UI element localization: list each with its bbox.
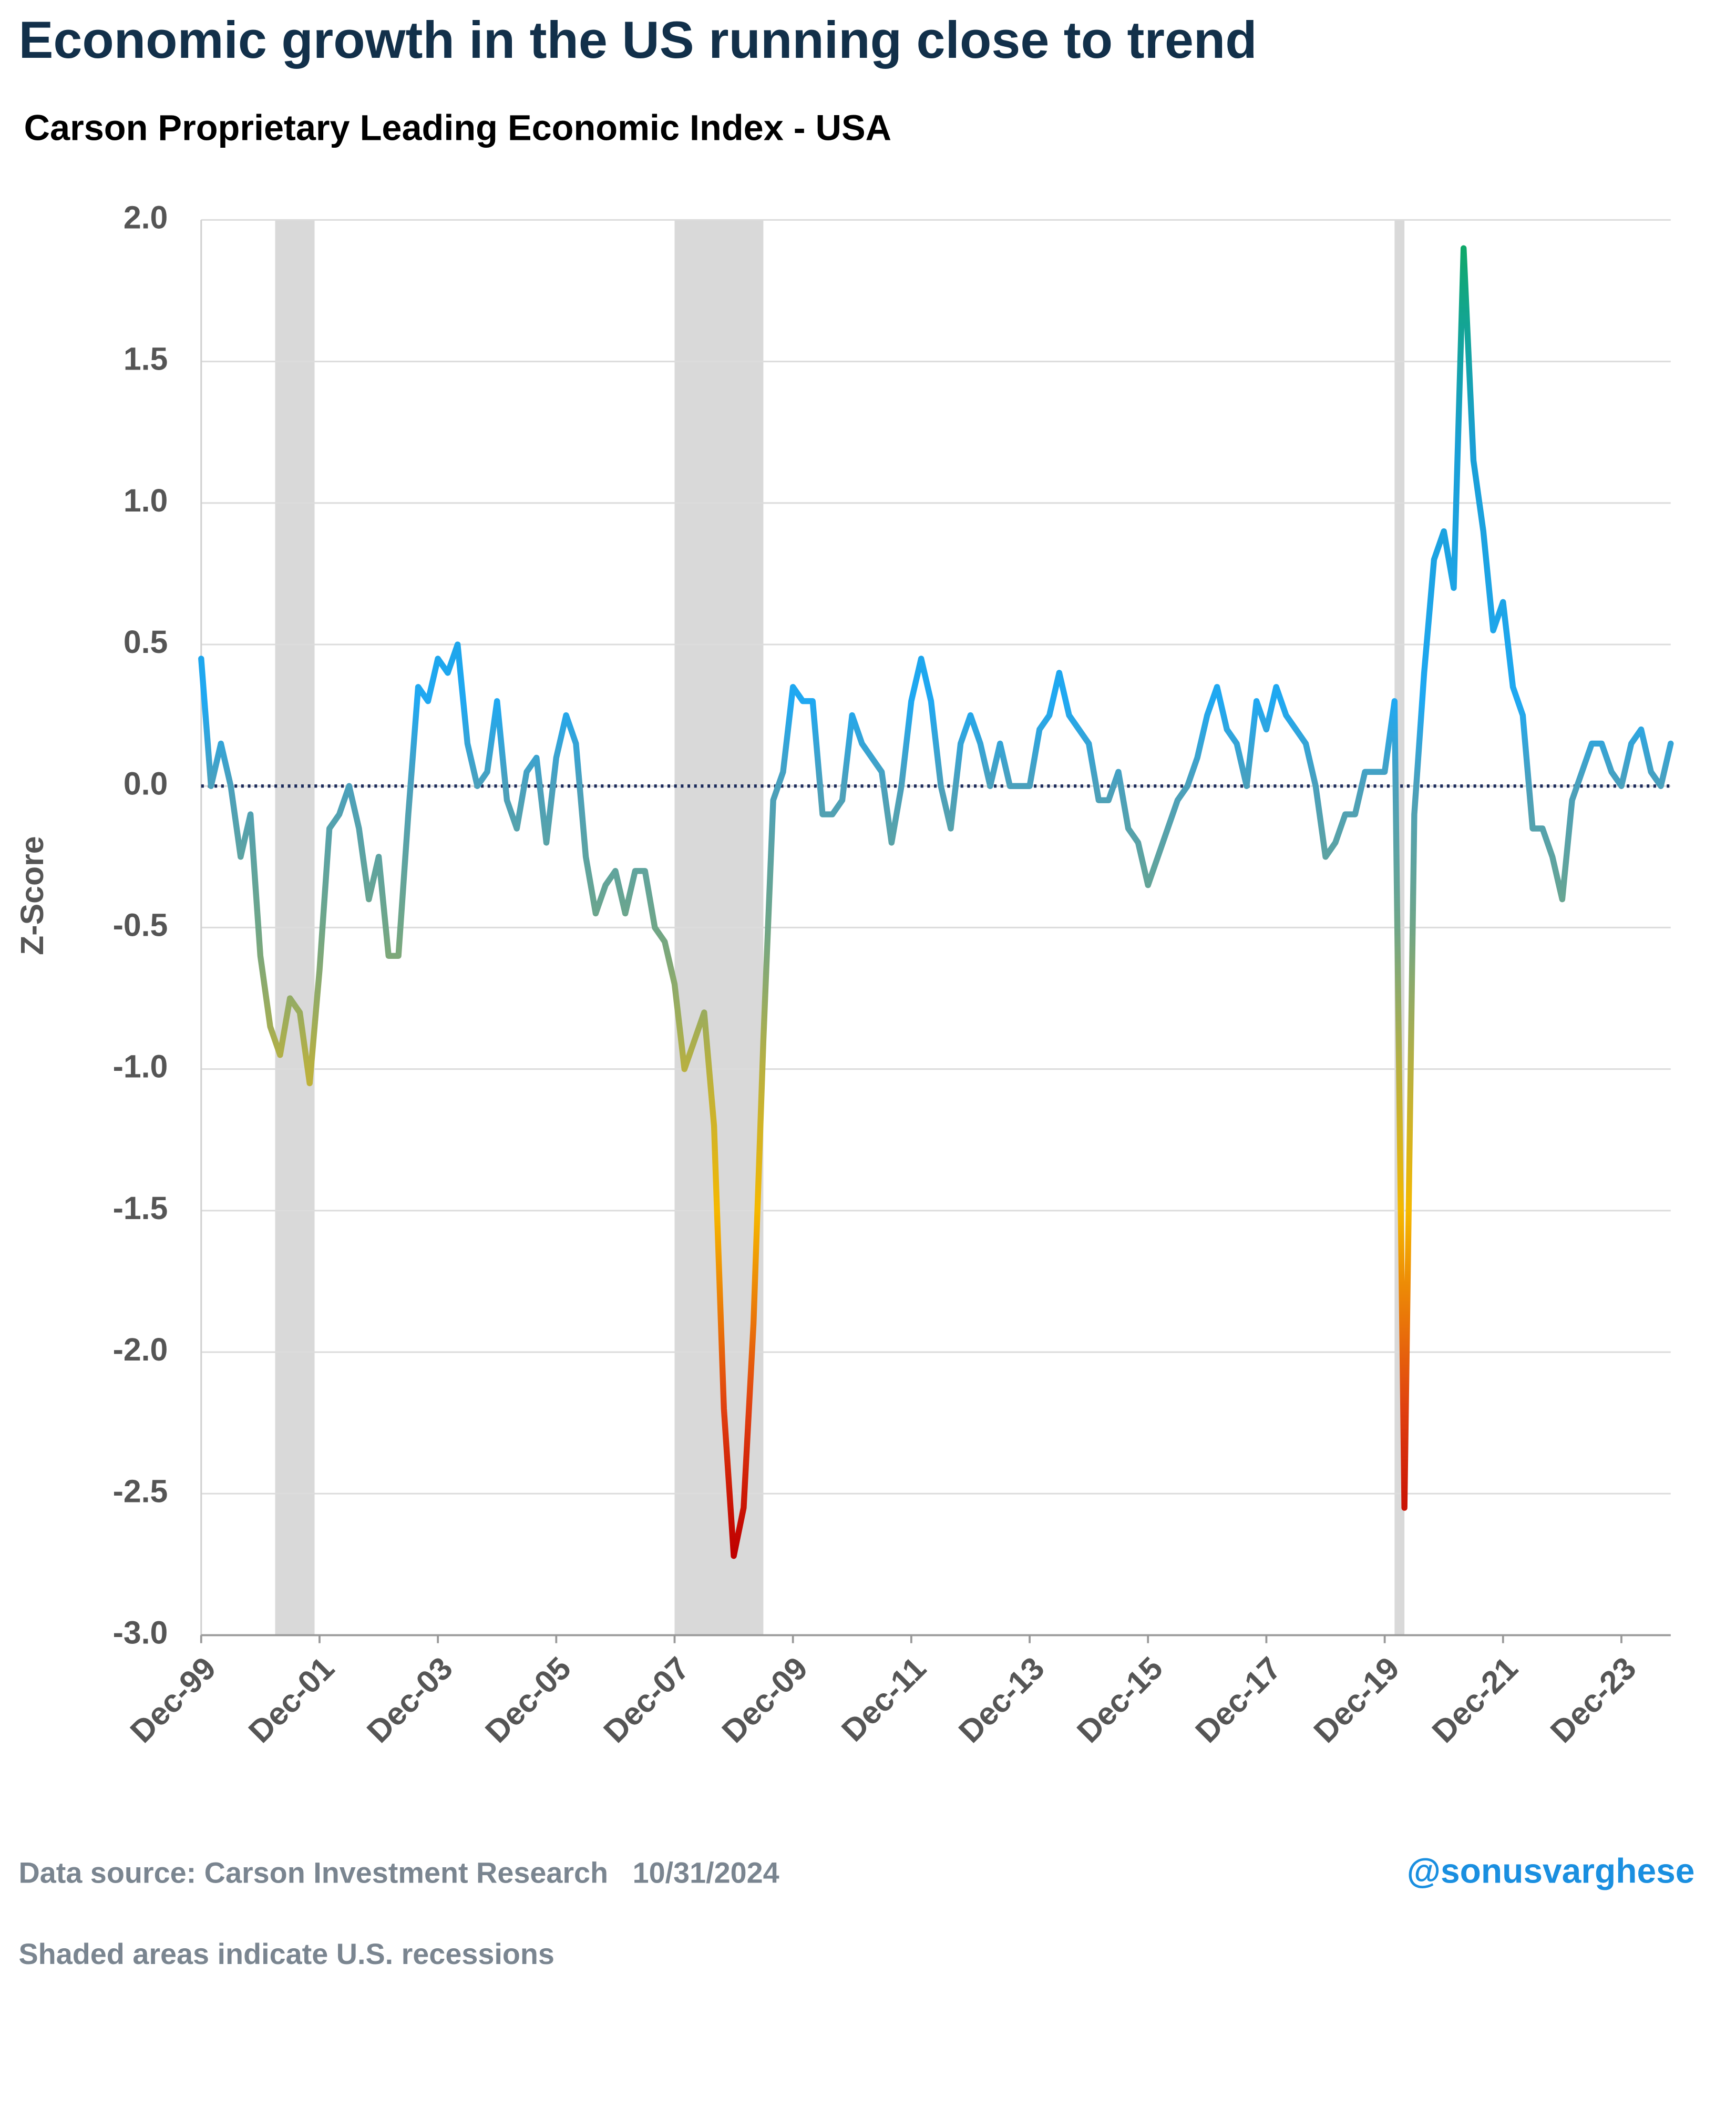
x-tick-label: Dec-05 (478, 1650, 578, 1750)
x-tick-label: Dec-23 (1544, 1650, 1643, 1750)
y-axis-label: Z-Score (14, 836, 50, 955)
recession-note: Shaded areas indicate U.S. recessions (18, 1938, 554, 1970)
chart-subtitle: Carson Proprietary Leading Economic Inde… (24, 108, 891, 148)
x-tick-label: Dec-13 (952, 1650, 1051, 1750)
y-tick-label: 1.5 (124, 341, 168, 377)
x-tick-label: Dec-11 (835, 1650, 933, 1748)
index-line (198, 245, 1674, 1559)
y-tick-label: -1.5 (113, 1190, 168, 1226)
y-tick-label: 0.5 (124, 624, 168, 660)
x-tick-label: Dec-03 (360, 1650, 459, 1750)
source-note: Data source: Carson Investment Research … (18, 1857, 779, 1889)
y-tick-label: 0.0 (124, 765, 168, 801)
y-tick-label: 1.0 (124, 483, 168, 518)
x-tick-label: Dec-07 (597, 1650, 696, 1750)
y-tick-label: -0.5 (113, 907, 168, 943)
y-tick-label: -2.0 (113, 1332, 168, 1367)
y-tick-label: -2.5 (113, 1473, 168, 1509)
y-tick-label: -1.0 (113, 1049, 168, 1085)
x-tick-label: Dec-01 (242, 1650, 341, 1750)
grid-layer (200, 219, 1671, 1636)
author-handle: @sonusvarghese (1407, 1852, 1695, 1890)
x-tick-label: Dec-99 (123, 1650, 222, 1750)
x-tick-label: Dec-17 (1188, 1650, 1288, 1750)
y-tick-label: 2.0 (124, 199, 168, 235)
chart-title: Economic growth in the US running close … (18, 11, 1257, 69)
x-tick-label: Dec-09 (715, 1650, 814, 1750)
y-tick-label: -3.0 (113, 1615, 168, 1651)
x-tick-label: Dec-15 (1070, 1650, 1169, 1750)
x-tick-label: Dec-21 (1425, 1650, 1524, 1750)
x-tick-label: Dec-19 (1307, 1650, 1406, 1750)
